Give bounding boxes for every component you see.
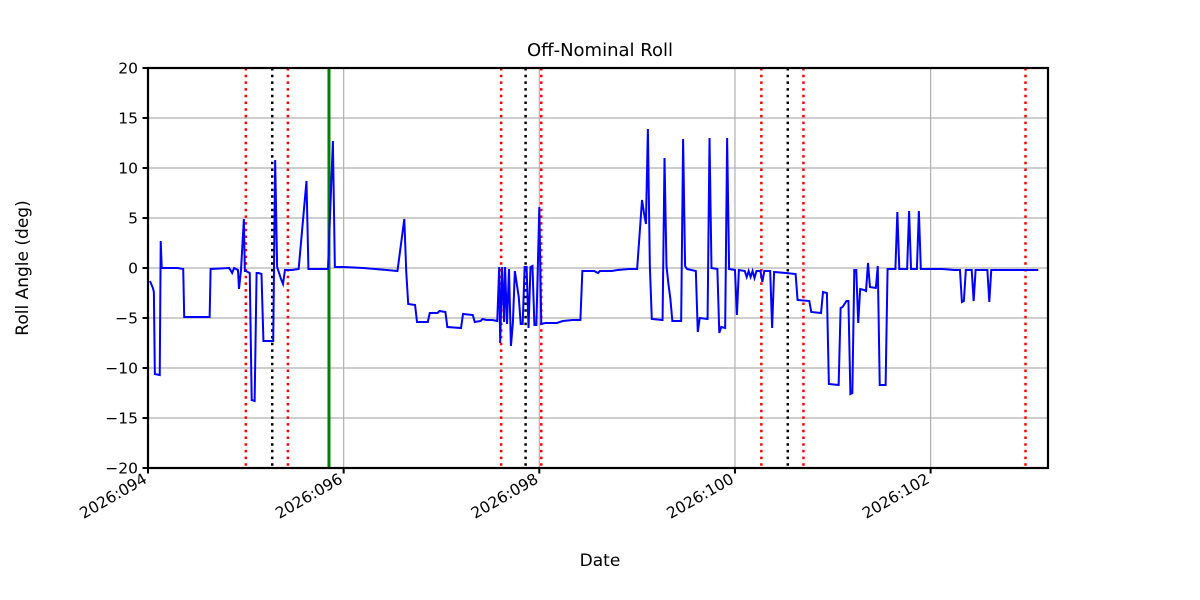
tick-marks <box>142 67 932 474</box>
y-tick-label: 15 <box>118 110 138 128</box>
x-axis-label: Date <box>580 551 621 571</box>
y-tick-label: 0 <box>128 260 138 278</box>
y-tick-labels: −20 −15 −10 −5 0 5 10 15 20 <box>105 60 138 478</box>
y-tick-label: −15 <box>105 410 138 428</box>
y-tick-label: −10 <box>105 360 138 378</box>
roll-angle-line <box>149 128 1039 403</box>
y-tick-label: −5 <box>115 310 138 328</box>
y-tick-label: 20 <box>118 60 138 78</box>
y-tick-label: 5 <box>128 210 138 228</box>
y-tick-label: 10 <box>118 160 138 178</box>
chart-title: Off-Nominal Roll <box>527 40 673 61</box>
y-tick-label: −20 <box>105 460 138 478</box>
data-series-line <box>149 128 1039 403</box>
y-axis-label: Roll Angle (deg) <box>13 200 33 335</box>
